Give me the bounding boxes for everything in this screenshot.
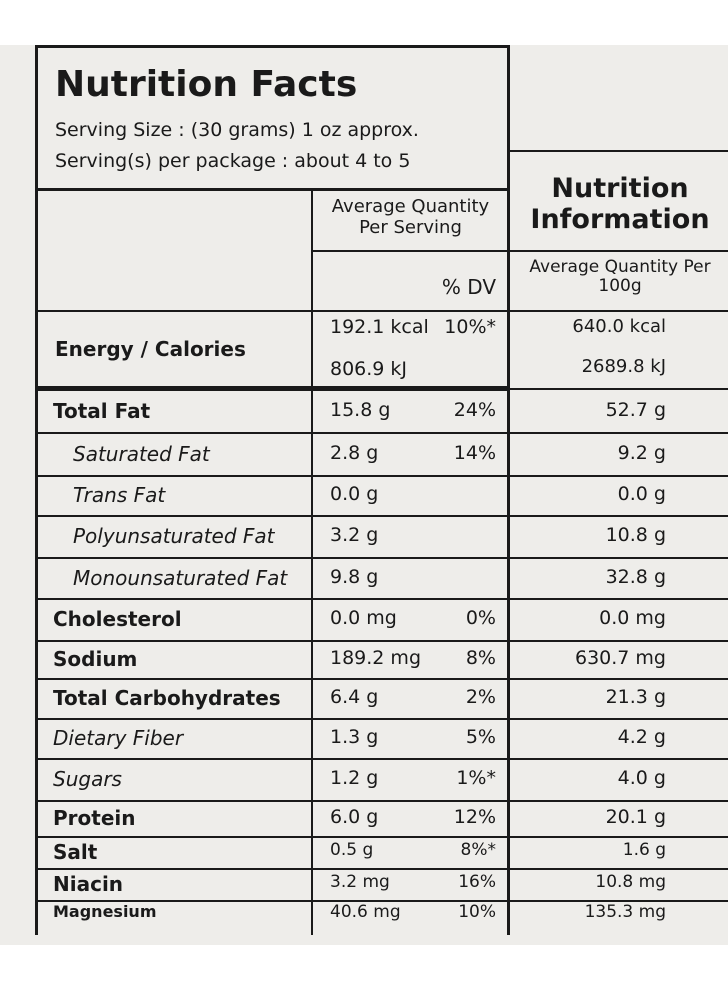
border xyxy=(35,45,510,48)
nutrient-name: Dietary Fiber xyxy=(53,726,184,750)
rule xyxy=(510,388,728,390)
per-serving: 0.0 mg xyxy=(330,607,397,629)
per-serving: 1.3 g xyxy=(330,726,379,748)
per-serving: 0.0 g xyxy=(330,483,379,505)
daily-value: 2% xyxy=(465,686,496,708)
per-100g: 135.3 mg xyxy=(584,902,666,922)
nutrient-name: Total Carbohydrates xyxy=(53,686,281,710)
per-serving: 0.5 g xyxy=(330,840,374,860)
daily-value: 5% xyxy=(465,726,496,748)
per-serving: 40.6 mg xyxy=(330,902,401,922)
daily-value: 12% xyxy=(453,806,496,828)
per-100g-header: Average Quantity Per 100g xyxy=(529,257,711,296)
per-100g: 1.6 g xyxy=(622,840,666,860)
per-serving-header: Average Quantity Per Serving xyxy=(331,196,490,238)
per-100g: 10.8 mg xyxy=(595,872,666,892)
energy-kj-100g: 2689.8 kJ xyxy=(581,356,666,377)
row-rule xyxy=(35,640,728,642)
daily-value: 10% xyxy=(458,902,496,922)
per-100g: 9.2 g xyxy=(617,441,666,464)
per-100g: 52.7 g xyxy=(605,399,666,421)
serving-size: Serving Size : (30 grams) 1 oz approx. xyxy=(55,119,419,141)
row-rule xyxy=(35,598,728,600)
rule xyxy=(35,310,728,312)
nutrient-name: Polyunsaturated Fat xyxy=(73,524,275,548)
rule xyxy=(510,150,728,152)
energy-kcal-100g: 640.0 kcal xyxy=(572,316,666,337)
nutrient-name: Magnesium xyxy=(53,902,157,921)
daily-value: 16% xyxy=(458,872,496,892)
rule xyxy=(510,250,728,252)
nutrient-name: Niacin xyxy=(53,872,124,896)
row-rule xyxy=(35,557,728,559)
servings-per-package: Serving(s) per package : about 4 to 5 xyxy=(55,150,411,172)
per-100g: 10.8 g xyxy=(605,524,666,546)
per-serving: 6.0 g xyxy=(330,806,379,828)
per-100g: 32.8 g xyxy=(605,565,666,588)
nutrient-name: Saturated Fat xyxy=(73,441,210,466)
per-serving: 9.8 g xyxy=(330,565,379,588)
dv-header: % DV xyxy=(441,275,496,299)
nutrient-name: Salt xyxy=(53,840,98,864)
per-100g: 21.3 g xyxy=(605,686,666,708)
row-rule xyxy=(35,836,728,838)
nutrient-name: Total Fat xyxy=(53,399,151,423)
energy-dv: 10%* xyxy=(444,316,496,338)
row-rule xyxy=(35,718,728,720)
per-serving: 189.2 mg xyxy=(330,647,422,669)
border xyxy=(35,45,38,935)
per-serving: 3.2 g xyxy=(330,524,379,546)
per-100g: 0.0 mg xyxy=(599,607,666,629)
per-100g: 4.2 g xyxy=(617,726,666,748)
nutrient-name: Cholesterol xyxy=(53,607,182,631)
energy-kj: 806.9 kJ xyxy=(330,358,408,380)
daily-value: 24% xyxy=(453,399,496,421)
energy-kcal: 192.1 kcal xyxy=(330,316,429,338)
title: Nutrition Facts xyxy=(55,64,358,105)
per-100g: 0.0 g xyxy=(617,483,666,505)
info-title: Nutrition Information xyxy=(530,173,710,236)
per-serving: 15.8 g xyxy=(330,399,391,421)
rule xyxy=(311,188,313,935)
border xyxy=(507,45,510,935)
row-rule xyxy=(35,515,728,517)
nutrient-name: Sodium xyxy=(53,647,138,671)
nutrient-name: Sugars xyxy=(53,767,122,791)
nutrient-name: Monounsaturated Fat xyxy=(73,565,288,590)
per-serving: 3.2 mg xyxy=(330,872,390,892)
nutrition-label: Nutrition Facts Serving Size : (30 grams… xyxy=(0,45,728,945)
row-rule xyxy=(35,900,728,902)
daily-value: 8%* xyxy=(460,840,496,860)
row-rule xyxy=(35,868,728,870)
nutrient-name: Trans Fat xyxy=(73,483,166,507)
row-rule xyxy=(35,758,728,760)
row-rule xyxy=(35,475,728,477)
per-serving: 1.2 g xyxy=(330,767,379,789)
daily-value: 0% xyxy=(465,607,496,629)
rule xyxy=(35,386,510,391)
daily-value: 8% xyxy=(465,647,496,669)
per-serving: 2.8 g xyxy=(330,441,379,464)
per-100g: 630.7 mg xyxy=(574,647,666,669)
per-100g: 20.1 g xyxy=(605,806,666,828)
rule xyxy=(311,250,510,252)
per-serving: 6.4 g xyxy=(330,686,379,708)
row-rule xyxy=(35,800,728,802)
daily-value: 1%* xyxy=(456,767,496,789)
per-100g: 4.0 g xyxy=(617,767,666,789)
row-rule xyxy=(35,432,728,434)
rule xyxy=(35,188,510,191)
daily-value: 14% xyxy=(453,441,496,464)
nutrient-name: Protein xyxy=(53,806,136,830)
row-rule xyxy=(35,678,728,680)
energy-name: Energy / Calories xyxy=(55,337,246,361)
